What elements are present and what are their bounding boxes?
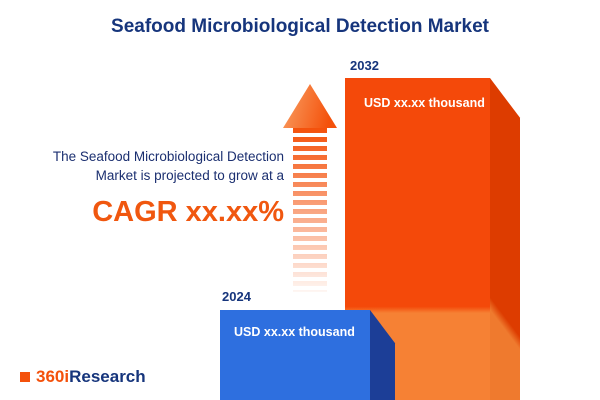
annotation-block: The Seafood Microbiological Detection Ma… [52,148,284,232]
logo-text-orange: 360i [36,367,70,386]
page-title: Seafood Microbiological Detection Market [111,16,489,37]
bar-2032-year-label: 2032 [350,58,379,73]
annotation-text: The Seafood Microbiological Detection Ma… [52,149,284,183]
bar-2024-year-label: 2024 [222,289,251,304]
bar-2024-value-label: USD xx.xx thousand [234,325,355,339]
bar-2024 [220,310,370,400]
logo-text-navy: Research [69,367,146,386]
bar-2032-value-label: USD xx.xx thousand [364,96,485,110]
cagr-value: CAGR xx.xx% [92,196,284,229]
logo-square-icon [20,372,30,382]
growth-arrow-up-icon [283,84,337,128]
growth-arrow-dashes [293,128,327,292]
brand-logo: 360i Research [20,367,146,387]
bar-2032-side-face [490,78,520,400]
